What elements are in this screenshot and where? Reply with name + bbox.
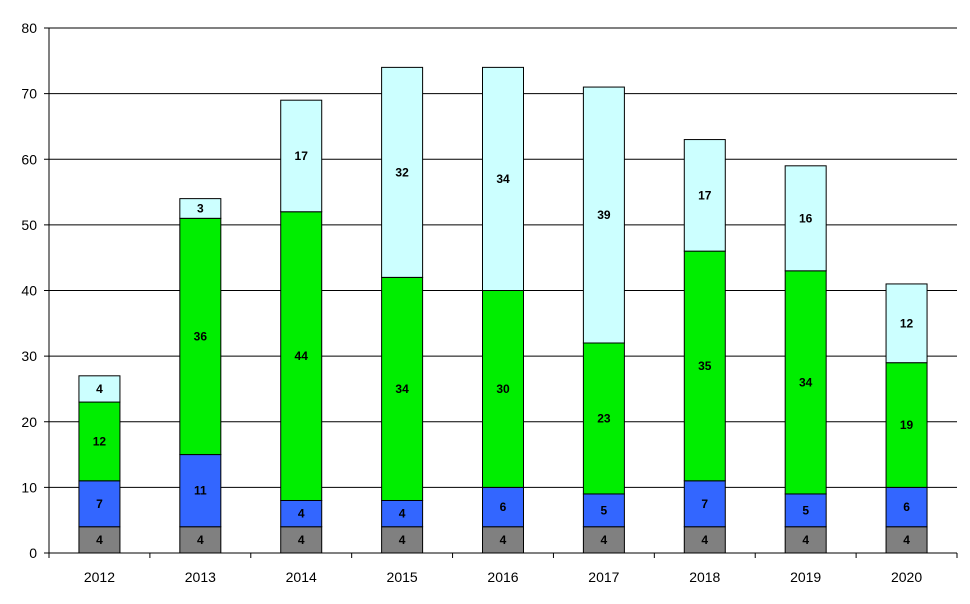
bar-segment-label: 4 xyxy=(197,533,204,547)
bar-segment xyxy=(683,139,726,252)
bar-segment-label: 12 xyxy=(93,434,107,448)
bar-segment-label: 4 xyxy=(601,533,608,547)
x-tick-label: 2017 xyxy=(588,569,619,585)
y-tick-label: 0 xyxy=(29,545,37,561)
bar-segment-label: 30 xyxy=(496,382,510,396)
bar-segment-label: 4 xyxy=(298,507,305,521)
x-tick-label: 2016 xyxy=(487,569,518,585)
bar-segment xyxy=(885,486,928,528)
bar-segment-label: 11 xyxy=(194,484,207,498)
bar-segment xyxy=(683,480,726,528)
bar-segment-label: 7 xyxy=(96,497,103,511)
bar-segment-label: 5 xyxy=(802,503,809,517)
bar-segment xyxy=(683,526,726,554)
y-tick-label: 40 xyxy=(21,283,37,299)
bar-segment xyxy=(784,493,827,528)
bar-segment xyxy=(885,362,928,488)
bar-segment-label: 44 xyxy=(295,349,309,363)
bar-segment xyxy=(482,66,524,291)
bars xyxy=(78,66,928,554)
bar-segment-label: 12 xyxy=(900,316,914,330)
bar-segment xyxy=(280,99,323,213)
x-axis-ticks: 2012 2013 2014 2015 2016 2017 2018 2019 2020 xyxy=(84,569,922,585)
bar-segment-label: 4 xyxy=(500,533,507,547)
x-tick-label: 2014 xyxy=(286,569,317,585)
bar-segment xyxy=(582,526,625,554)
bar-segment xyxy=(482,526,524,554)
bar-segment xyxy=(280,211,323,501)
bar-segment-label: 4 xyxy=(802,533,809,547)
bar-segment xyxy=(179,198,222,219)
bar-segment-label: 17 xyxy=(295,149,309,163)
bar-segment xyxy=(582,86,625,344)
bar-segment-label: 3 xyxy=(197,201,204,215)
bar-segment xyxy=(78,480,121,528)
bar-segment-label: 35 xyxy=(698,359,712,373)
bar-segment xyxy=(683,250,726,482)
bar-segment-label: 16 xyxy=(799,211,813,225)
bar-segment-label: 6 xyxy=(500,500,507,514)
bar-segment xyxy=(78,401,121,482)
bar-segment-label: 32 xyxy=(395,165,409,179)
bar-segment xyxy=(885,526,928,554)
x-tick-label: 2020 xyxy=(891,569,922,585)
bar-segment-label: 4 xyxy=(701,533,708,547)
x-tick-label: 2013 xyxy=(185,569,216,585)
bar-segment xyxy=(885,283,928,364)
y-tick-label: 30 xyxy=(21,348,37,364)
y-tick-label: 10 xyxy=(21,479,37,495)
bar-segment-label: 34 xyxy=(496,172,510,186)
bar-segment xyxy=(582,342,625,495)
bar-segment-label: 4 xyxy=(298,533,305,547)
y-axis-ticks: 0 10 20 30 40 50 60 70 80 xyxy=(21,20,37,561)
bar-segment xyxy=(381,276,424,501)
bar-segment-label: 4 xyxy=(903,533,910,547)
x-tick-label: 2019 xyxy=(790,569,821,585)
bar-segment-label: 4 xyxy=(399,533,406,547)
bar-segment xyxy=(784,165,827,272)
bar-segment-label: 23 xyxy=(597,411,611,425)
bar-segment-label: 36 xyxy=(194,329,208,343)
bar-segment-label: 4 xyxy=(399,507,406,521)
x-tick-label: 2015 xyxy=(387,569,418,585)
bar-segment xyxy=(179,526,222,554)
bar-segment xyxy=(784,526,827,554)
x-tick-label: 2012 xyxy=(84,569,115,585)
bar-segment-label: 17 xyxy=(698,188,712,202)
y-tick-label: 20 xyxy=(21,414,37,430)
bar-segment xyxy=(381,500,424,528)
bar-segment-label: 6 xyxy=(903,500,910,514)
bar-segment-label: 4 xyxy=(96,533,103,547)
bar-segment xyxy=(381,66,424,278)
bar-segment-label: 5 xyxy=(601,503,608,517)
bar-segment xyxy=(179,454,222,528)
y-tick-label: 70 xyxy=(21,86,37,102)
bar-segment-label: 19 xyxy=(900,418,914,432)
data-labels: 4712441136344441744343246303445233947351… xyxy=(93,149,914,547)
bar-segment-label: 4 xyxy=(96,382,103,396)
bar-segment-label: 34 xyxy=(799,375,813,389)
x-tick-label: 2018 xyxy=(689,569,720,585)
bar-segment-label: 39 xyxy=(597,208,611,222)
y-tick-label: 50 xyxy=(21,217,37,233)
y-tick-label: 80 xyxy=(21,20,37,36)
bar-segment xyxy=(280,500,323,528)
bar-segment xyxy=(280,526,323,554)
bar-segment xyxy=(78,526,121,554)
bar-segment xyxy=(482,486,524,528)
bar-segment xyxy=(179,217,222,456)
bar-segment-label: 34 xyxy=(395,382,409,396)
bar-segment-label: 7 xyxy=(701,497,708,511)
bar-segment xyxy=(78,375,121,403)
y-tick-label: 60 xyxy=(21,151,37,167)
